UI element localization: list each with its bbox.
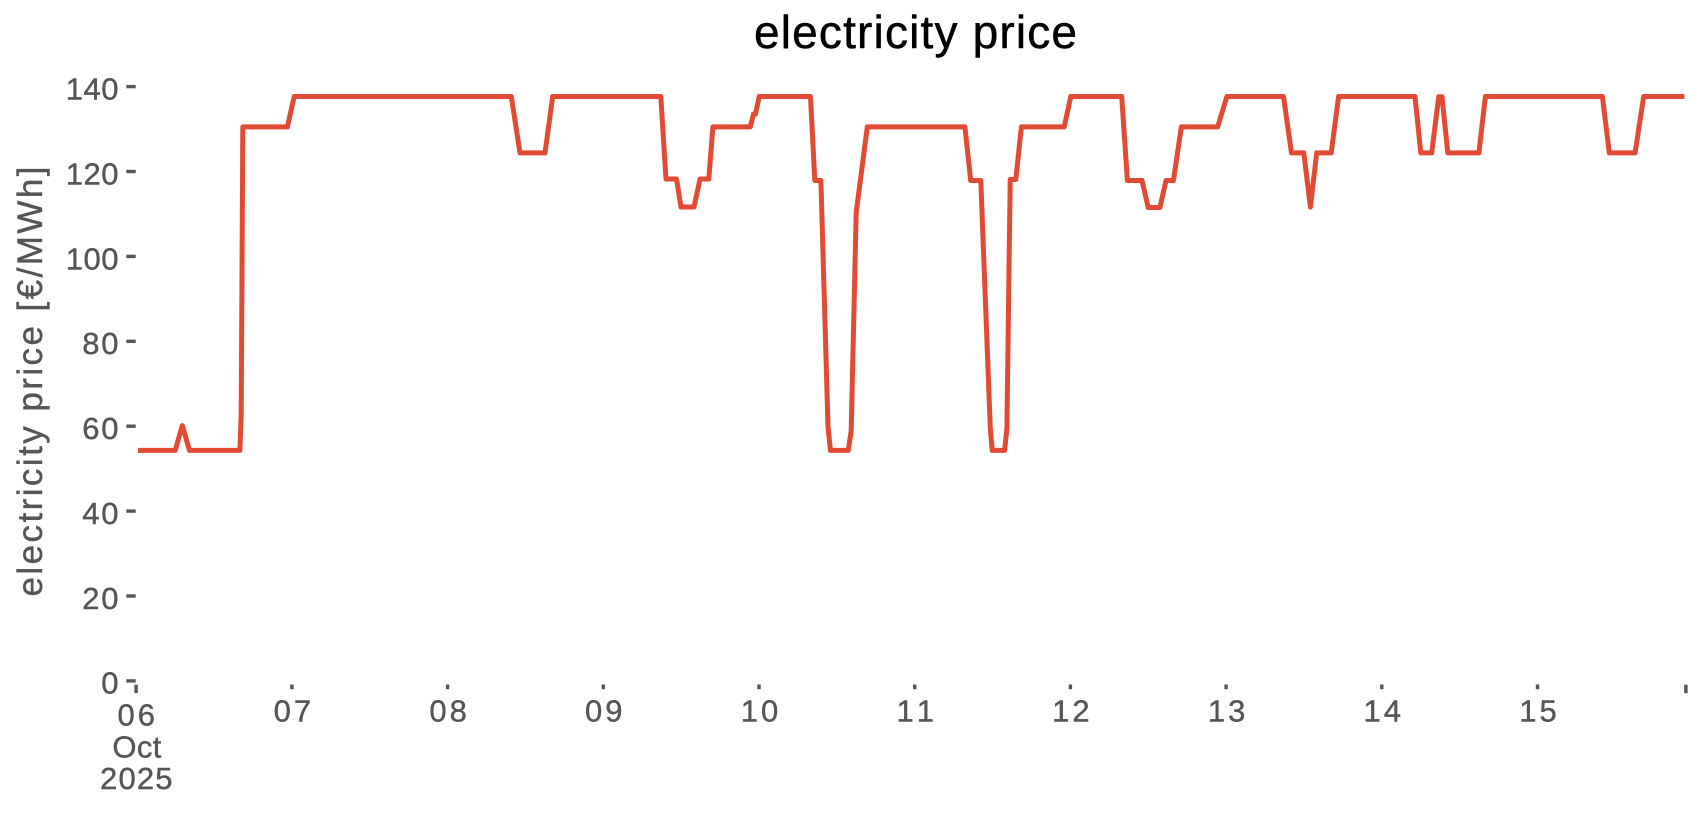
svg-text:120: 120 bbox=[66, 156, 119, 191]
svg-text:80: 80 bbox=[82, 326, 118, 361]
svg-text:electricity price: electricity price bbox=[754, 6, 1077, 58]
svg-text:100: 100 bbox=[66, 241, 119, 276]
svg-text:2025: 2025 bbox=[100, 761, 173, 796]
svg-text:60: 60 bbox=[82, 411, 118, 446]
svg-text:140: 140 bbox=[66, 72, 119, 107]
svg-text:0: 0 bbox=[101, 666, 118, 701]
svg-text:electricity price [€/MWh]: electricity price [€/MWh] bbox=[11, 167, 50, 597]
svg-text:20: 20 bbox=[82, 581, 118, 616]
svg-text:40: 40 bbox=[82, 496, 118, 531]
svg-text:Oct: Oct bbox=[112, 730, 161, 765]
